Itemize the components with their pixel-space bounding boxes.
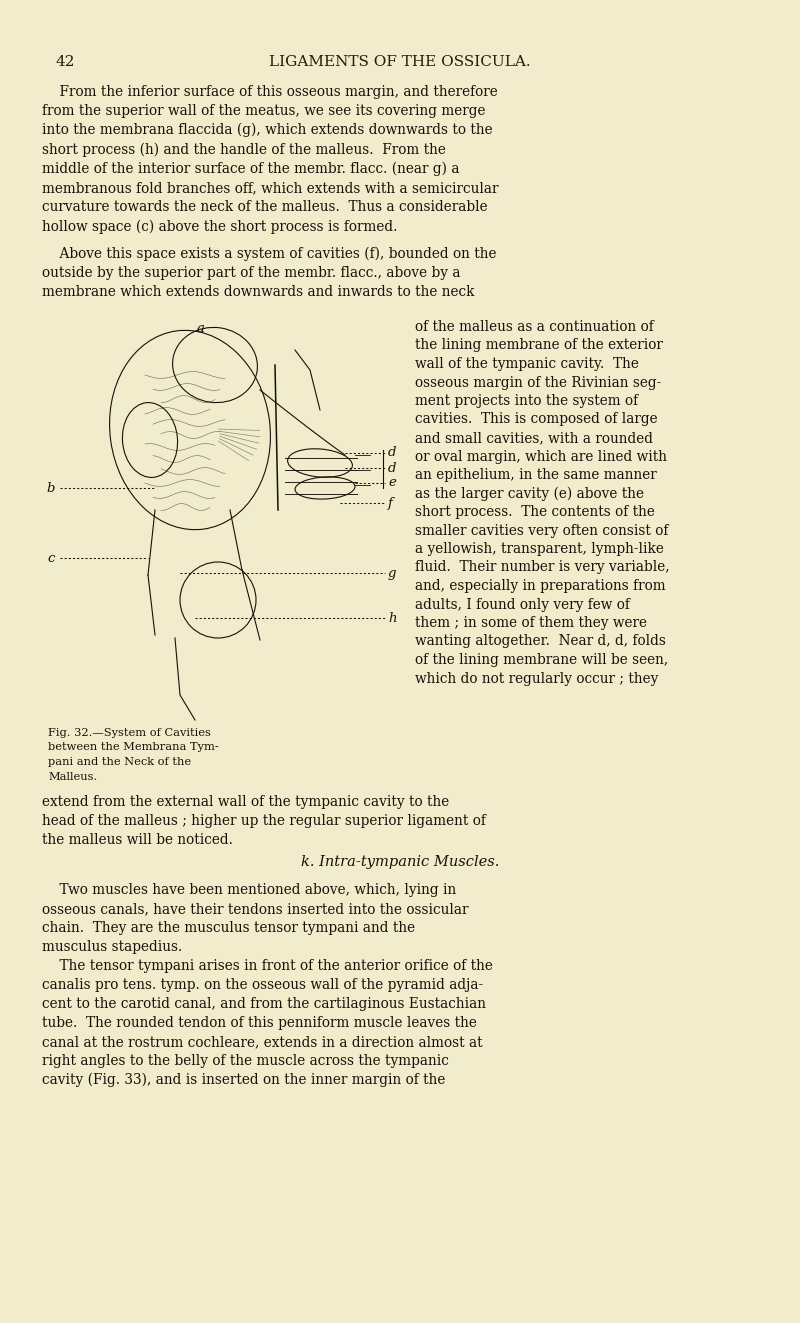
Text: extend from the external wall of the tympanic cavity to the
head of the malleus : extend from the external wall of the tym…	[42, 795, 486, 847]
Text: and, especially in preparations from: and, especially in preparations from	[415, 579, 666, 593]
Text: between the Membrana Tym-: between the Membrana Tym-	[48, 742, 218, 753]
Text: short process.  The contents of the: short process. The contents of the	[415, 505, 655, 519]
Text: an epithelium, in the same manner: an epithelium, in the same manner	[415, 468, 657, 482]
Text: ment projects into the system of: ment projects into the system of	[415, 394, 638, 407]
Text: Malleus.: Malleus.	[48, 771, 98, 782]
Text: b: b	[46, 482, 55, 495]
Text: From the inferior surface of this osseous margin, and therefore
from the superio: From the inferior surface of this osseou…	[42, 85, 498, 234]
Text: them ; in some of them they were: them ; in some of them they were	[415, 617, 647, 630]
Text: the lining membrane of the exterior: the lining membrane of the exterior	[415, 339, 663, 352]
Text: which do not regularly occur ; they: which do not regularly occur ; they	[415, 672, 658, 685]
Text: LIGAMENTS OF THE OSSICULA.: LIGAMENTS OF THE OSSICULA.	[269, 56, 531, 69]
Text: h: h	[388, 611, 397, 624]
Text: Two muscles have been mentioned above, which, lying in
osseous canals, have thei: Two muscles have been mentioned above, w…	[42, 882, 469, 954]
Text: f: f	[388, 496, 393, 509]
Text: k. Intra-tympanic Muscles.: k. Intra-tympanic Muscles.	[301, 855, 499, 869]
Text: pani and the Neck of the: pani and the Neck of the	[48, 757, 191, 767]
Text: of the lining membrane will be seen,: of the lining membrane will be seen,	[415, 654, 668, 667]
Text: e: e	[388, 476, 396, 490]
Text: c: c	[48, 552, 55, 565]
Text: and small cavities, with a rounded: and small cavities, with a rounded	[415, 431, 653, 445]
Text: 42: 42	[55, 56, 74, 69]
Text: The tensor tympani arises in front of the anterior orifice of the
canalis pro te: The tensor tympani arises in front of th…	[42, 959, 493, 1088]
Text: Fig. 32.—System of Cavities: Fig. 32.—System of Cavities	[48, 728, 211, 738]
Text: as the larger cavity (e) above the: as the larger cavity (e) above the	[415, 487, 644, 501]
Text: cavities.  This is composed of large: cavities. This is composed of large	[415, 413, 658, 426]
Text: a: a	[196, 321, 204, 335]
Text: d: d	[388, 446, 397, 459]
Text: adults, I found only very few of: adults, I found only very few of	[415, 598, 630, 611]
Text: smaller cavities very often consist of: smaller cavities very often consist of	[415, 524, 668, 537]
Text: Above this space exists a system of cavities (f), bounded on the
outside by the : Above this space exists a system of cavi…	[42, 247, 497, 299]
Text: wall of the tympanic cavity.  The: wall of the tympanic cavity. The	[415, 357, 639, 370]
Text: of the malleus as a continuation of: of the malleus as a continuation of	[415, 320, 654, 333]
Text: or oval margin, which are lined with: or oval margin, which are lined with	[415, 450, 667, 463]
Text: a yellowish, transparent, lymph-like: a yellowish, transparent, lymph-like	[415, 542, 664, 556]
Text: osseous margin of the Rivinian seg-: osseous margin of the Rivinian seg-	[415, 376, 662, 389]
Text: fluid.  Their number is very variable,: fluid. Their number is very variable,	[415, 561, 670, 574]
Text: d: d	[388, 462, 397, 475]
Text: wanting altogether.  Near d, d, folds: wanting altogether. Near d, d, folds	[415, 635, 666, 648]
Text: g: g	[388, 566, 397, 579]
